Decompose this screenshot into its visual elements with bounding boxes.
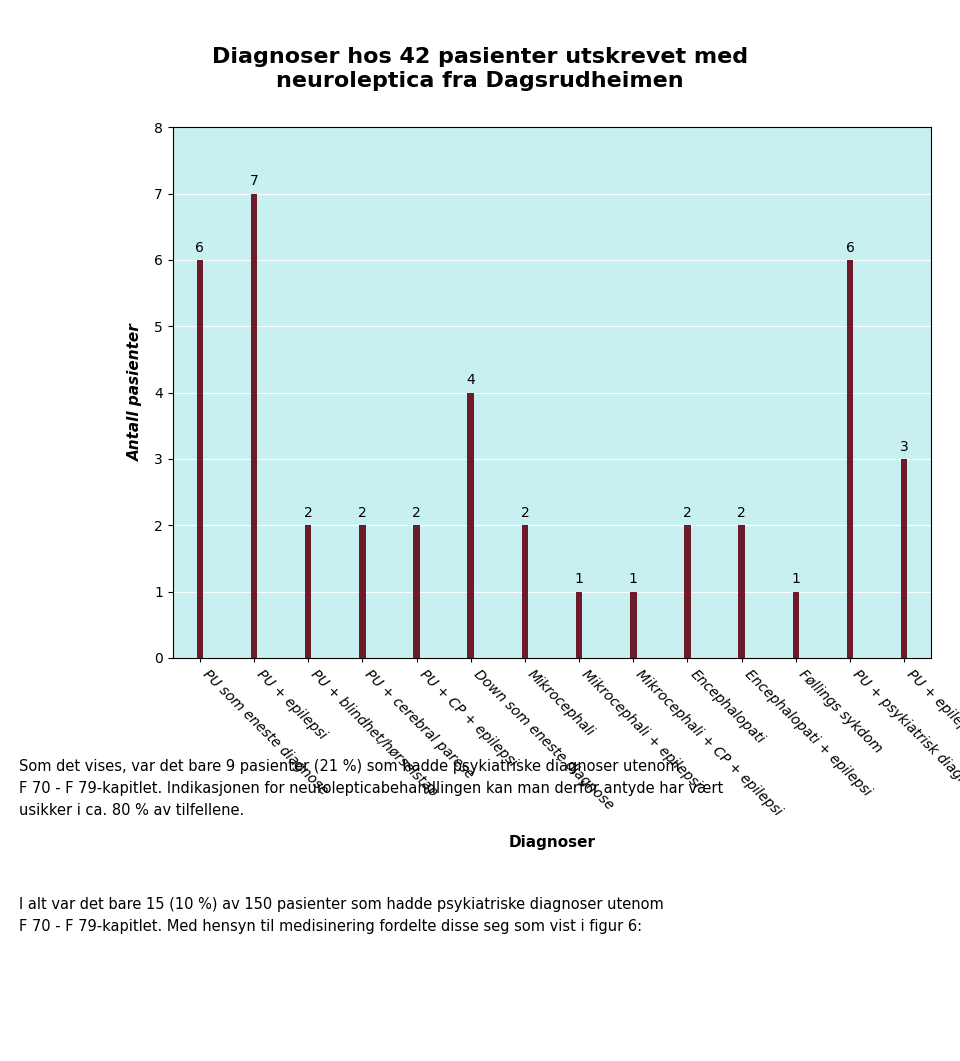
Text: 4: 4 xyxy=(467,373,475,387)
Text: 2: 2 xyxy=(520,506,529,520)
X-axis label: Diagnoser: Diagnoser xyxy=(509,835,595,850)
Text: Diagnoser hos 42 pasienter utskrevet med
neuroleptica fra Dagsrudheimen: Diagnoser hos 42 pasienter utskrevet med… xyxy=(212,48,748,90)
Bar xyxy=(684,525,690,658)
Bar xyxy=(197,260,204,658)
Text: 2: 2 xyxy=(412,506,420,520)
Text: 6: 6 xyxy=(196,241,204,255)
Text: 1: 1 xyxy=(575,572,584,586)
Text: 2: 2 xyxy=(684,506,692,520)
Text: 2: 2 xyxy=(304,506,313,520)
Text: 2: 2 xyxy=(358,506,367,520)
Bar xyxy=(359,525,366,658)
Text: 2: 2 xyxy=(737,506,746,520)
Text: 1: 1 xyxy=(791,572,801,586)
Bar xyxy=(900,458,907,658)
Bar xyxy=(521,525,528,658)
Text: 6: 6 xyxy=(846,241,854,255)
Bar xyxy=(251,193,257,658)
Bar xyxy=(414,525,420,658)
Bar xyxy=(847,260,853,658)
Bar xyxy=(576,592,583,658)
Text: 3: 3 xyxy=(900,439,908,454)
Bar xyxy=(630,592,636,658)
Bar xyxy=(738,525,745,658)
Text: 7: 7 xyxy=(250,174,258,189)
Text: I alt var det bare 15 (10 %) av 150 pasienter som hadde psykiatriske diagnoser u: I alt var det bare 15 (10 %) av 150 pasi… xyxy=(19,897,664,934)
Bar xyxy=(468,393,474,658)
Text: Som det vises, var det bare 9 pasienter (21 %) som hadde psykiatriske diagnoser : Som det vises, var det bare 9 pasienter … xyxy=(19,759,724,818)
Y-axis label: Antall pasienter: Antall pasienter xyxy=(128,324,143,462)
Bar xyxy=(793,592,799,658)
Bar xyxy=(305,525,311,658)
Text: 1: 1 xyxy=(629,572,637,586)
